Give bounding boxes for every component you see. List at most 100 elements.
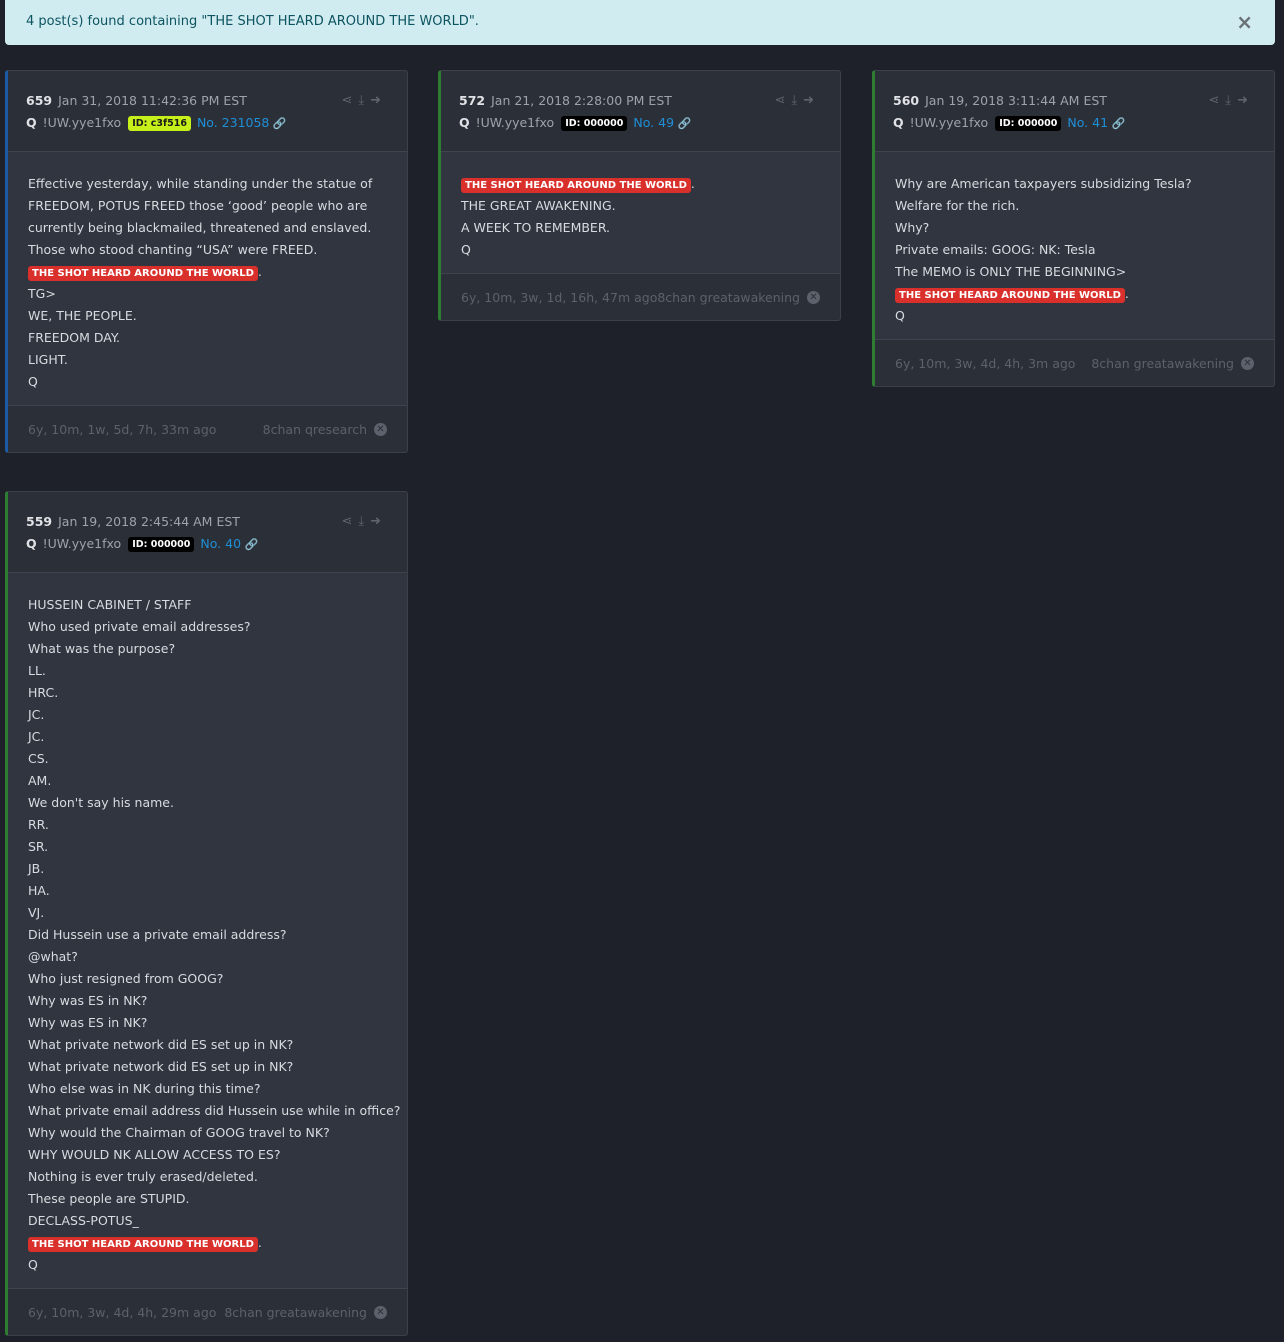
search-result-alert: 4 post(s) found containing "THE SHOT HEA… [5,0,1275,45]
poster-id-badge: ID: 000000 [995,116,1062,131]
post-line: THE SHOT HEARD AROUND THE WORLD. [28,1232,387,1254]
post-number-link[interactable]: No. 41 🔗 [1067,115,1125,130]
post-line-text: . [690,176,695,191]
arrow-circle-right-icon[interactable]: ➜ [370,93,387,108]
post-line-text: JC. [28,707,45,722]
post-line: @what? [28,946,387,968]
post-no: No. 40 [200,536,242,551]
dismiss-post-button[interactable]: ✕ [807,290,820,304]
alert-message: 4 post(s) found containing "THE SHOT HEA… [26,14,479,29]
arrow-circle-right-icon[interactable]: ➜ [803,93,820,108]
post-line: Why? [895,217,1254,239]
post-line: FREEDOM DAY. [28,327,387,349]
post-body: Why are American taxpayers subsidizing T… [875,152,1274,339]
post-body: THE SHOT HEARD AROUND THE WORLD. THE GREA… [441,152,840,273]
post-number-link[interactable]: No. 49 🔗 [633,115,691,130]
post-line-text: THE GREAT AWAKENING. [461,198,616,213]
post-line-text: Who used private email addresses? [28,619,251,634]
post-line-text: TG> [28,286,56,301]
post-line-text: SR. [28,839,49,854]
post-line-text: Q [28,374,38,389]
post-header: 659 Jan 31, 2018 11:42:36 PM EST Q !UW.yye1… [8,71,407,152]
post-author: Q [26,115,37,130]
post-body: HUSSEIN CABINET / STAFF Who used private … [8,573,407,1288]
post-line: What was the purpose? [28,638,387,660]
post-line-text: These people are STUPID. [28,1191,190,1206]
post-line-text: Why would the Chairman of GOOG travel to… [28,1125,330,1140]
post-line: What private network did ES set up in NK… [28,1034,387,1056]
post-line: TG> [28,283,387,305]
post-line-text: LIGHT. [28,352,68,367]
post-author-row: Q !UW.yye1fxo ID: 000000 No. 49 🔗 [459,114,840,136]
post-line: Nothing is ever truly erased/deleted. [28,1166,387,1188]
post-line-text: . [1124,286,1129,301]
arrow-circle-right-icon[interactable]: ➜ [1237,93,1254,108]
share-icon[interactable]: ⋖ [341,93,359,108]
post-line: RR. [28,814,387,836]
poster-id-badge: ID: c3f516 [128,116,191,131]
post-line-text: RR. [28,817,49,832]
post-line: JB. [28,858,387,880]
post-author-row: Q !UW.yye1fxo ID: 000000 No. 40 🔗 [26,535,407,557]
close-alert-button[interactable]: × [1236,10,1253,34]
post-line: Welfare for the rich. [895,195,1254,217]
download-icon[interactable]: ⤓ [358,93,371,108]
post-line-text: . [257,264,262,279]
post-line: We don't say his name. [28,792,387,814]
dismiss-post-button[interactable]: ✕ [374,1305,387,1319]
post-line-text: The MEMO is ONLY THE BEGINNING> [895,264,1127,279]
poster-id-badge: ID: 000000 [128,537,195,552]
link-icon: 🔗 [241,538,259,551]
post-line-text: What private network did ES set up in NK… [28,1037,294,1052]
dismiss-post-button[interactable]: ✕ [374,422,387,436]
post-line-text: Q [28,1257,38,1272]
post-line: Did Hussein use a private email address? [28,924,387,946]
post-line-text: Why? [895,220,930,235]
post-line: LIGHT. [28,349,387,371]
share-icon[interactable]: ⋖ [341,514,359,529]
post-number: 659 [26,93,53,108]
post-line-text: What private email address did Hussein u… [28,1103,401,1118]
post-line-text: CS. [28,751,49,766]
post-line: CS. [28,748,387,770]
post-line-text: Why are American taxpayers subsidizing T… [895,176,1192,191]
share-icon[interactable]: ⋖ [1208,93,1226,108]
post-line-text: . [257,1235,262,1250]
post-number: 560 [893,93,920,108]
link-icon: 🔗 [674,117,692,130]
dismiss-post-button[interactable]: ✕ [1241,356,1254,370]
tripcode: !UW.yye1fxo [475,115,555,130]
post-line: JC. [28,704,387,726]
post-source: 8chan qresearch [262,421,367,437]
post-card: 659 Jan 31, 2018 11:42:36 PM EST Q !UW.yye1… [5,70,408,453]
link-icon: 🔗 [269,117,287,130]
post-line-text: WHY WOULD NK ALLOW ACCESS TO ES? [28,1147,281,1162]
tripcode: !UW.yye1fxo [909,115,989,130]
arrow-circle-right-icon[interactable]: ➜ [370,514,387,529]
post-line-text: @what? [28,949,78,964]
post-line: Effective yesterday, while standing unde… [28,173,387,195]
share-icon[interactable]: ⋖ [774,93,792,108]
post-meta-row: 659 Jan 31, 2018 11:42:36 PM EST [26,92,407,114]
post-line: Why would the Chairman of GOOG travel to… [28,1122,387,1144]
post-meta-row: 572 Jan 21, 2018 2:28:00 PM EST [459,92,840,114]
post-line-text: HRC. [28,685,59,700]
post-author: Q [893,115,904,130]
post-date: Jan 19, 2018 3:11:44 AM EST [925,93,1107,108]
post-line: The MEMO is ONLY THE BEGINNING> [895,261,1254,283]
download-icon[interactable]: ⤓ [791,93,804,108]
post-card: 559 Jan 19, 2018 2:45:44 AM EST Q !UW.yye1f… [5,491,408,1336]
post-number: 572 [459,93,486,108]
post-number-link[interactable]: No. 40 🔗 [200,536,258,551]
download-icon[interactable]: ⤓ [1225,93,1238,108]
poster-id-badge: ID: 000000 [561,116,628,131]
post-line-text: WE, THE PEOPLE. [28,308,137,323]
post-line: What private network did ES set up in NK… [28,1056,387,1078]
download-icon[interactable]: ⤓ [358,514,371,529]
post-line-text: Did Hussein use a private email address? [28,927,287,942]
post-number-link[interactable]: No. 231058 🔗 [197,115,287,130]
post-line: THE SHOT HEARD AROUND THE WORLD. [895,283,1254,305]
post-line: Q [28,1254,387,1276]
post-line: HUSSEIN CABINET / STAFF [28,594,387,616]
post-body: Effective yesterday, while standing unde… [8,152,407,405]
